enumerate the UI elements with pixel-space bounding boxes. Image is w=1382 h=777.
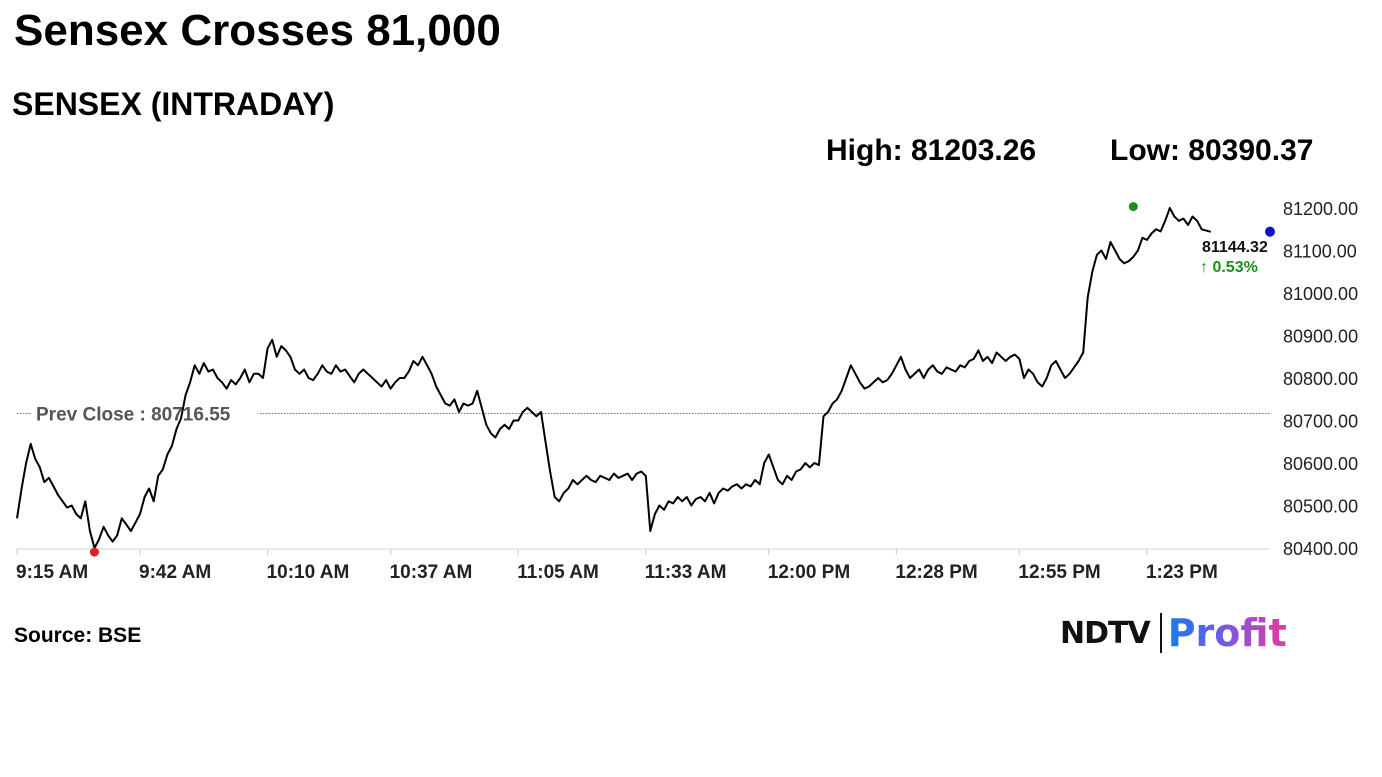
low-marker <box>89 547 99 557</box>
x-tick-label: 11:33 AM <box>645 562 727 583</box>
ndtv-profit-logo: NDTV Profit <box>1060 610 1287 656</box>
y-tick-label: 80700.00 <box>1283 412 1358 432</box>
intraday-line-chart: 9:15 AM 9:42 AM 10:10 AM 10:37 AM 11:05 AM 11… <box>16 199 1358 583</box>
brand-divider <box>1159 613 1162 653</box>
x-tick-label: 11:05 AM <box>517 562 599 583</box>
y-tick-label: 81000.00 <box>1283 284 1358 304</box>
brand-ndtv: NDTV <box>1060 615 1151 651</box>
x-tick-label: 10:10 AM <box>267 562 350 583</box>
x-tick-label: 12:55 PM <box>1018 562 1100 583</box>
y-tick-label: 80900.00 <box>1283 327 1358 347</box>
y-tick-label: 80500.00 <box>1283 497 1358 517</box>
y-tick-label: 80400.00 <box>1283 539 1358 559</box>
x-tick-label: 12:00 PM <box>768 562 850 583</box>
prev-close-label: Prev Close : 80716.55 <box>36 404 231 425</box>
sensex-series-line <box>16 207 1212 549</box>
y-tick-label: 80600.00 <box>1283 454 1358 474</box>
x-tick-label: 10:37 AM <box>390 562 473 583</box>
headline: Sensex Crosses 81,000 <box>14 6 501 55</box>
last-price-label: 81144.32 <box>1202 239 1268 256</box>
high-marker <box>1128 202 1138 212</box>
x-tick-label: 9:15 AM <box>16 562 88 583</box>
day-low-stat: Low: 80390.37 <box>1110 134 1314 167</box>
y-tick-label: 81100.00 <box>1283 242 1357 262</box>
y-tick-label: 80800.00 <box>1283 369 1358 389</box>
y-tick-label: 81200.00 <box>1283 199 1358 219</box>
chart-subtitle: SENSEX (INTRADAY) <box>12 86 335 122</box>
brand-profit: Profit <box>1167 611 1287 655</box>
prev-close-label-bg <box>32 400 258 425</box>
x-tick-label: 1:23 PM <box>1146 562 1218 583</box>
last-price-marker <box>1265 226 1275 237</box>
source-note: Source: BSE <box>14 624 142 647</box>
price-change-label: ↑ 0.53% <box>1200 259 1258 276</box>
x-tick-label: 12:28 PM <box>895 562 977 583</box>
x-tick-label: 9:42 AM <box>139 562 211 583</box>
day-high-stat: High: 81203.26 <box>826 134 1037 167</box>
